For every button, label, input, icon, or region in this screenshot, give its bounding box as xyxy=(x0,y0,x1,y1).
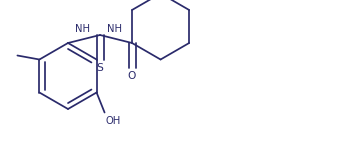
Text: NH: NH xyxy=(74,24,90,34)
Text: NH: NH xyxy=(107,24,121,34)
Text: S: S xyxy=(97,63,103,73)
Text: OH: OH xyxy=(106,116,121,126)
Text: O: O xyxy=(128,71,136,81)
